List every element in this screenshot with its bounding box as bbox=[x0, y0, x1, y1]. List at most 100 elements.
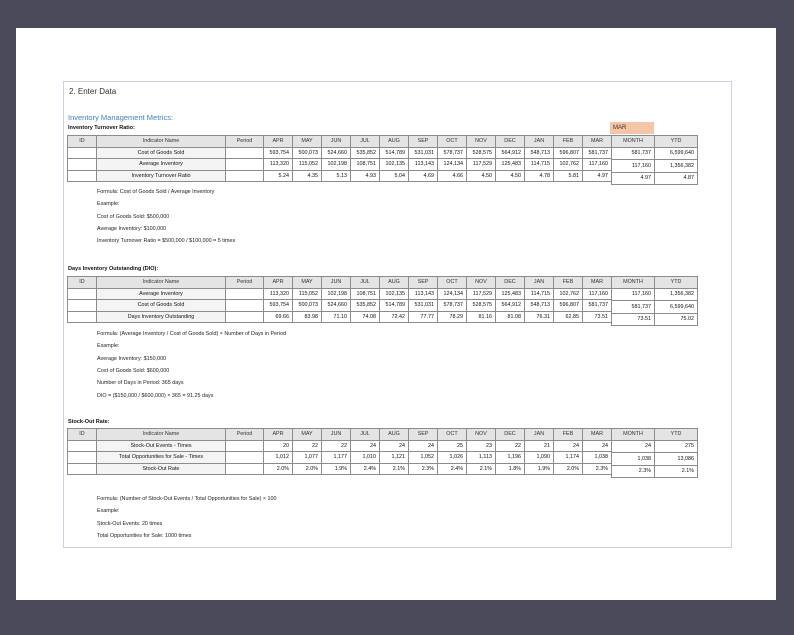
value-cell[interactable]: 4.50 bbox=[495, 169, 525, 182]
value-cell[interactable]: 500,073 bbox=[292, 146, 322, 159]
value-cell[interactable]: 113,320 bbox=[263, 287, 293, 300]
value-cell[interactable]: 113,143 bbox=[408, 287, 438, 300]
value-cell[interactable]: 5.04 bbox=[379, 169, 409, 182]
value-cell[interactable]: 74.08 bbox=[350, 310, 380, 323]
value-cell[interactable]: 1,121 bbox=[379, 451, 409, 464]
id-cell[interactable] bbox=[67, 462, 97, 475]
value-cell[interactable]: 102,762 bbox=[553, 287, 583, 300]
value-cell[interactable]: 1,177 bbox=[321, 451, 351, 464]
period-cell[interactable] bbox=[225, 462, 264, 475]
value-cell[interactable]: 114,715 bbox=[524, 287, 554, 300]
value-cell[interactable]: 528,575 bbox=[466, 299, 496, 312]
value-cell[interactable]: 2.0% bbox=[263, 462, 293, 475]
value-cell[interactable]: 564,912 bbox=[495, 299, 525, 312]
value-cell[interactable]: 4.97 bbox=[582, 169, 612, 182]
value-cell[interactable]: 81.08 bbox=[495, 310, 525, 323]
value-cell[interactable]: 2.3% bbox=[582, 462, 612, 475]
value-cell[interactable]: 2.0% bbox=[553, 462, 583, 475]
period-cell[interactable] bbox=[225, 287, 264, 300]
value-cell[interactable]: 578,737 bbox=[437, 299, 467, 312]
value-cell[interactable]: 21 bbox=[524, 439, 554, 452]
value-cell[interactable]: 1.8% bbox=[495, 462, 525, 475]
value-cell[interactable]: 514,789 bbox=[379, 299, 409, 312]
value-cell[interactable]: 24 bbox=[350, 439, 380, 452]
value-cell[interactable]: 69.66 bbox=[263, 310, 293, 323]
value-cell[interactable]: 62.85 bbox=[553, 310, 583, 323]
id-cell[interactable] bbox=[67, 451, 97, 464]
id-cell[interactable] bbox=[67, 169, 97, 182]
value-cell[interactable]: 581,737 bbox=[582, 146, 612, 159]
value-cell[interactable]: 581,737 bbox=[582, 299, 612, 312]
value-cell[interactable]: 5.13 bbox=[321, 169, 351, 182]
value-cell[interactable]: 4.50 bbox=[466, 169, 496, 182]
id-cell[interactable] bbox=[67, 146, 97, 159]
id-cell[interactable] bbox=[67, 310, 97, 323]
value-cell[interactable]: 102,135 bbox=[379, 158, 409, 171]
value-cell[interactable]: 535,852 bbox=[350, 146, 380, 159]
value-cell[interactable]: 531,031 bbox=[408, 146, 438, 159]
value-cell[interactable]: 115,052 bbox=[292, 287, 322, 300]
value-cell[interactable]: 593,754 bbox=[263, 299, 293, 312]
value-cell[interactable]: 125,483 bbox=[495, 287, 525, 300]
value-cell[interactable]: 548,713 bbox=[524, 146, 554, 159]
value-cell[interactable]: 564,912 bbox=[495, 146, 525, 159]
value-cell[interactable]: 524,660 bbox=[321, 299, 351, 312]
value-cell[interactable]: 4.35 bbox=[292, 169, 322, 182]
value-cell[interactable]: 1,174 bbox=[553, 451, 583, 464]
value-cell[interactable]: 1,052 bbox=[408, 451, 438, 464]
value-cell[interactable]: 4.69 bbox=[408, 169, 438, 182]
value-cell[interactable]: 531,031 bbox=[408, 299, 438, 312]
id-cell[interactable] bbox=[67, 439, 97, 452]
value-cell[interactable]: 514,789 bbox=[379, 146, 409, 159]
value-cell[interactable]: 78.29 bbox=[437, 310, 467, 323]
value-cell[interactable]: 593,754 bbox=[263, 146, 293, 159]
value-cell[interactable]: 1,090 bbox=[524, 451, 554, 464]
value-cell[interactable]: 117,160 bbox=[582, 287, 612, 300]
value-cell[interactable]: 24 bbox=[553, 439, 583, 452]
value-cell[interactable]: 124,134 bbox=[437, 287, 467, 300]
value-cell[interactable]: 117,529 bbox=[466, 158, 496, 171]
value-cell[interactable]: 73.51 bbox=[582, 310, 612, 323]
period-cell[interactable] bbox=[225, 146, 264, 159]
value-cell[interactable]: 1,012 bbox=[263, 451, 293, 464]
period-cell[interactable] bbox=[225, 451, 264, 464]
value-cell[interactable]: 76.31 bbox=[524, 310, 554, 323]
value-cell[interactable]: 108,751 bbox=[350, 287, 380, 300]
value-cell[interactable]: 24 bbox=[408, 439, 438, 452]
value-cell[interactable]: 5.24 bbox=[263, 169, 293, 182]
value-cell[interactable]: 548,713 bbox=[524, 299, 554, 312]
period-cell[interactable] bbox=[225, 158, 264, 171]
selected-month-cell[interactable]: MAR bbox=[610, 122, 654, 134]
value-cell[interactable]: 71.10 bbox=[321, 310, 351, 323]
value-cell[interactable]: 1,196 bbox=[495, 451, 525, 464]
value-cell[interactable]: 1,077 bbox=[292, 451, 322, 464]
value-cell[interactable]: 25 bbox=[437, 439, 467, 452]
value-cell[interactable]: 113,320 bbox=[263, 158, 293, 171]
value-cell[interactable]: 117,160 bbox=[582, 158, 612, 171]
value-cell[interactable]: 83.98 bbox=[292, 310, 322, 323]
value-cell[interactable]: 2.0% bbox=[292, 462, 322, 475]
value-cell[interactable]: 1,038 bbox=[582, 451, 612, 464]
value-cell[interactable]: 1,010 bbox=[350, 451, 380, 464]
value-cell[interactable]: 1.9% bbox=[524, 462, 554, 475]
value-cell[interactable]: 5.81 bbox=[553, 169, 583, 182]
value-cell[interactable]: 535,852 bbox=[350, 299, 380, 312]
value-cell[interactable]: 2.4% bbox=[350, 462, 380, 475]
id-cell[interactable] bbox=[67, 287, 97, 300]
value-cell[interactable]: 2.1% bbox=[466, 462, 496, 475]
value-cell[interactable]: 2.3% bbox=[408, 462, 438, 475]
value-cell[interactable]: 596,807 bbox=[553, 299, 583, 312]
value-cell[interactable]: 1,026 bbox=[437, 451, 467, 464]
value-cell[interactable]: 528,575 bbox=[466, 146, 496, 159]
value-cell[interactable]: 117,529 bbox=[466, 287, 496, 300]
value-cell[interactable]: 22 bbox=[495, 439, 525, 452]
value-cell[interactable]: 524,660 bbox=[321, 146, 351, 159]
value-cell[interactable]: 125,483 bbox=[495, 158, 525, 171]
value-cell[interactable]: 114,715 bbox=[524, 158, 554, 171]
value-cell[interactable]: 22 bbox=[292, 439, 322, 452]
value-cell[interactable]: 2.1% bbox=[379, 462, 409, 475]
value-cell[interactable]: 102,198 bbox=[321, 287, 351, 300]
value-cell[interactable]: 102,135 bbox=[379, 287, 409, 300]
value-cell[interactable]: 22 bbox=[321, 439, 351, 452]
period-cell[interactable] bbox=[225, 299, 264, 312]
